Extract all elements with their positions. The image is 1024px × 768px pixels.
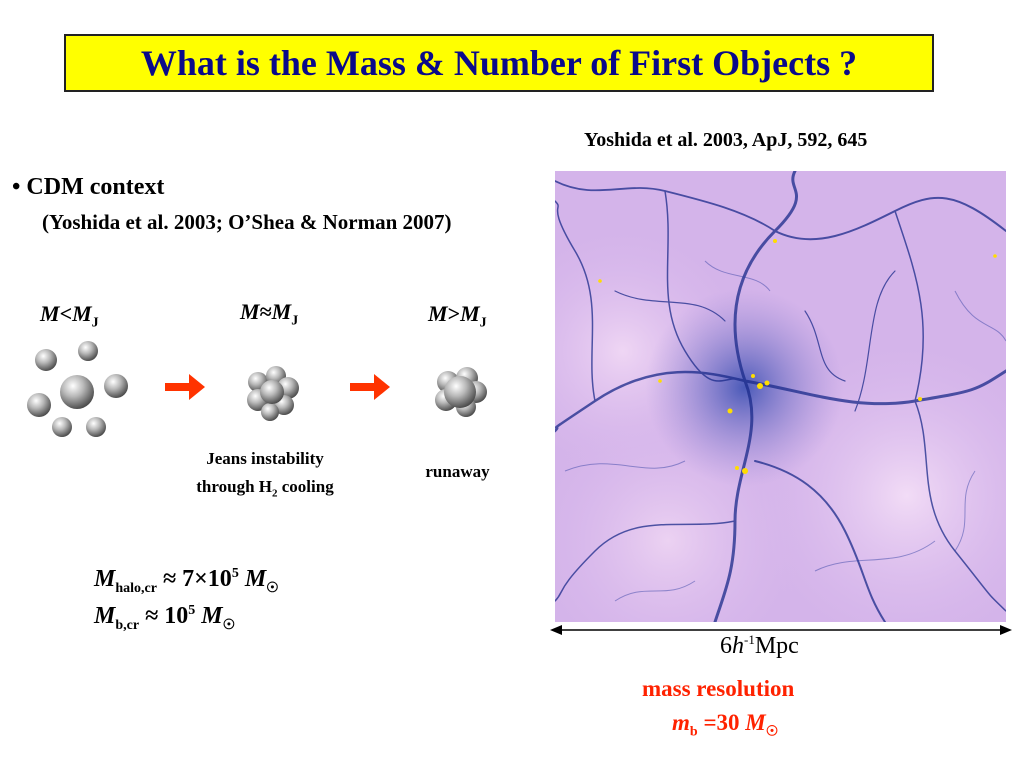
bullet-heading: CDM context — [26, 174, 165, 200]
jeans-caption: Jeans instability through H2 cooling — [196, 449, 334, 500]
citation: Yoshida et al. 2003, ApJ, 592, 645 — [584, 129, 868, 151]
stage-label-equal-jeans: M≈MJ — [240, 299, 299, 329]
halo-mass-formula: Mhalo,cr ≈ 7×105 M☉ — [94, 566, 279, 596]
bullet-icon: • — [12, 174, 21, 200]
stage-label-above-jeans: M>MJ — [428, 301, 487, 331]
scale-bar — [550, 625, 1012, 635]
runaway-clump-icon — [435, 367, 487, 417]
stage-label-below-jeans: M<MJ — [40, 301, 99, 331]
mass-resolution-label: mass resolution — [642, 676, 795, 701]
title-box: What is the Mass & Number of First Objec… — [64, 34, 934, 92]
collapse-diagram — [27, 341, 487, 437]
scale-label: 6h-1Mpc — [720, 632, 799, 659]
arrow-right-icon — [350, 374, 390, 400]
scattered-clumps-icon — [27, 341, 128, 437]
slide-title: What is the Mass & Number of First Objec… — [140, 43, 858, 83]
runaway-caption: runaway — [425, 462, 490, 481]
mass-resolution-value: mb =30 M☉ — [672, 710, 779, 740]
simulation-image — [555, 171, 1006, 622]
bullet-item: • CDM context — [12, 174, 164, 201]
arrow-right-icon — [165, 374, 205, 400]
merging-clump-icon — [247, 366, 299, 421]
bullet-reference: (Yoshida et al. 2003; O’Shea & Norman 20… — [42, 210, 452, 234]
baryon-mass-formula: Mb,cr ≈ 105 M☉ — [94, 603, 236, 633]
